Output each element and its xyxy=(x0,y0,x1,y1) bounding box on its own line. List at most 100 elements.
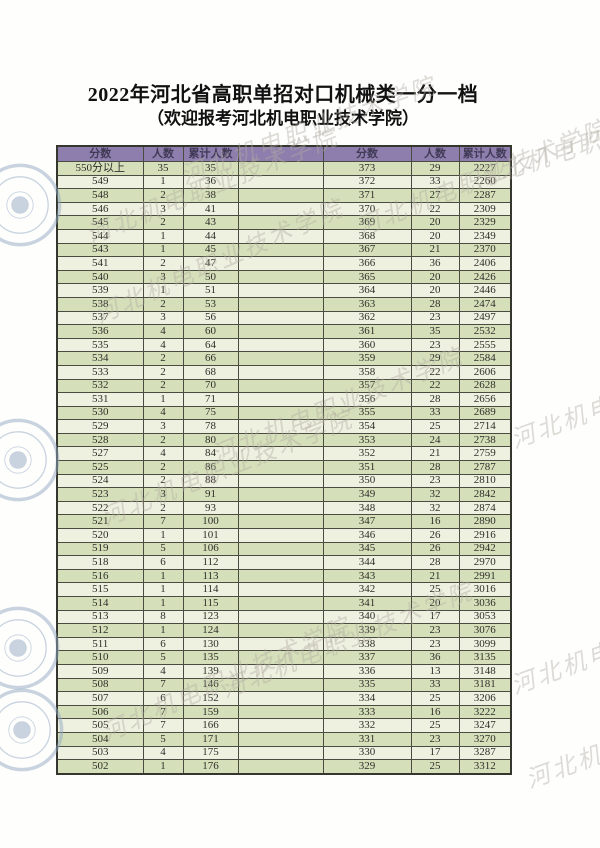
cell-cumulative: 44 xyxy=(182,228,239,244)
table-row: 518 6 112 344 28 2970 xyxy=(56,555,512,570)
cell-cumulative: 71 xyxy=(182,392,239,407)
cell-cumulative: 130 xyxy=(182,636,239,652)
cell-cumulative: 3287 xyxy=(458,745,512,761)
cell-cumulative: 66 xyxy=(182,351,239,366)
cell-count: 2 xyxy=(142,351,184,366)
cell-score: 527 xyxy=(56,446,144,462)
cell-cumulative: 2555 xyxy=(458,337,512,353)
cell-cumulative: 101 xyxy=(182,528,239,543)
cell-score: 513 xyxy=(56,609,144,625)
table-body: 550分以上 35 35 373 29 2227 549 1 36 372 33 2260 548 2 38… xyxy=(56,161,512,775)
cell-cumulative: 2842 xyxy=(458,487,512,502)
cell-count: 1 xyxy=(142,759,184,775)
cell-score: 502 xyxy=(56,759,144,775)
cell-cumulative: 2426 xyxy=(458,269,512,285)
page-title: 2022年河北省高职单招对口机械类一分一档 xyxy=(87,84,479,106)
cell-score: 512 xyxy=(56,623,144,638)
cell-gap xyxy=(237,759,324,775)
cell-score: 534 xyxy=(56,351,144,366)
cell-gap xyxy=(237,636,324,652)
cell-score: 504 xyxy=(56,731,144,747)
cell-count: 1 xyxy=(142,242,184,258)
cell-cumulative: 3099 xyxy=(458,636,512,652)
cell-cumulative: 70 xyxy=(182,378,239,394)
cell-gap xyxy=(237,378,324,394)
cell-gap xyxy=(237,392,324,407)
cell-cumulative: 68 xyxy=(182,364,239,380)
cell-gap xyxy=(237,283,324,298)
cell-cumulative: 2532 xyxy=(458,324,512,339)
cell-cumulative: 3148 xyxy=(458,663,512,679)
cell-count: 2 xyxy=(142,432,184,448)
cell-score: 344 xyxy=(322,555,412,570)
cell-score: 368 xyxy=(322,228,412,244)
cell-count: 7 xyxy=(142,704,184,720)
table-row: 529 3 78 354 25 2714 xyxy=(56,419,512,434)
cell-score: 351 xyxy=(322,460,412,475)
column-header: 累计人数 xyxy=(458,145,512,162)
cell-count: 28 xyxy=(410,392,460,407)
cell-score: 549 xyxy=(56,174,144,190)
cell-gap xyxy=(237,596,324,611)
cell-count: 1 xyxy=(142,596,184,611)
cell-cumulative: 2329 xyxy=(458,215,512,230)
score-distribution-table: 分数 人数 累计人数 分数 人数 累计人数 550分以上 35 35 373 29 2227 549 1… xyxy=(56,145,512,775)
cell-score: 354 xyxy=(322,419,412,434)
cell-score: 514 xyxy=(56,596,144,611)
table-row: 543 1 45 367 21 2370 xyxy=(56,242,512,258)
cell-cumulative: 2738 xyxy=(458,432,512,448)
cell-score: 531 xyxy=(56,392,144,407)
cell-gap xyxy=(237,174,324,190)
table-row: 511 6 130 338 23 3099 xyxy=(56,636,512,652)
page-subtitle: （欢迎报考河北机电职业技术学院） xyxy=(147,109,419,128)
cell-count: 33 xyxy=(410,174,460,190)
table-row: 537 3 56 362 23 2497 xyxy=(56,310,512,326)
table-row: 523 3 91 349 32 2842 xyxy=(56,487,512,502)
cell-score: 349 xyxy=(322,487,412,502)
cell-gap xyxy=(237,582,324,597)
table-row: 540 3 50 365 20 2426 xyxy=(56,269,512,285)
cell-cumulative: 3053 xyxy=(458,609,512,625)
cell-count: 6 xyxy=(142,636,184,652)
cell-score: 346 xyxy=(322,528,412,543)
cell-score: 352 xyxy=(322,446,412,462)
cell-count: 35 xyxy=(142,161,184,176)
table-row: 536 4 60 361 35 2532 xyxy=(56,324,512,339)
cell-count: 25 xyxy=(410,718,460,733)
cell-score: 533 xyxy=(56,364,144,380)
cell-count: 24 xyxy=(410,432,460,448)
cell-cumulative: 60 xyxy=(182,324,239,339)
cell-count: 21 xyxy=(410,242,460,258)
cell-count: 1 xyxy=(142,392,184,407)
cell-cumulative: 2787 xyxy=(458,460,512,475)
cell-count: 2 xyxy=(142,188,184,203)
cell-gap xyxy=(237,568,324,584)
cell-count: 28 xyxy=(410,296,460,312)
column-header: 分数 xyxy=(322,145,412,162)
cell-gap xyxy=(237,677,324,693)
cell-count: 29 xyxy=(410,161,460,176)
cell-cumulative: 35 xyxy=(182,161,239,176)
cell-count: 6 xyxy=(142,691,184,706)
cell-count: 29 xyxy=(410,351,460,366)
cell-count: 22 xyxy=(410,201,460,217)
cell-gap xyxy=(237,405,324,421)
cell-count: 23 xyxy=(410,473,460,489)
cell-cumulative: 45 xyxy=(182,242,239,258)
cell-score: 510 xyxy=(56,650,144,665)
cell-score: 358 xyxy=(322,364,412,380)
cell-score: 518 xyxy=(56,555,144,570)
cell-cumulative: 80 xyxy=(182,432,239,448)
cell-count: 16 xyxy=(410,704,460,720)
cell-count: 5 xyxy=(142,731,184,747)
cell-count: 3 xyxy=(142,419,184,434)
cell-count: 1 xyxy=(142,174,184,190)
table-row: 515 1 114 342 25 3016 xyxy=(56,582,512,597)
cell-score: 372 xyxy=(322,174,412,190)
cell-cumulative: 176 xyxy=(182,759,239,775)
table-row: 504 5 171 331 23 3270 xyxy=(56,731,512,747)
school-seal-icon xyxy=(0,606,60,690)
cell-count: 1 xyxy=(142,228,184,244)
cell-count: 4 xyxy=(142,324,184,339)
